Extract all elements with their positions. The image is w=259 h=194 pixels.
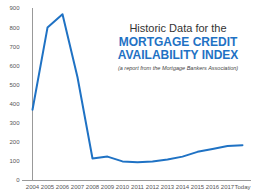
svg-text:400: 400 (9, 101, 20, 107)
html-text:MORTGAGE CREDIT AVAILABILITY I: MORTGAGE CREDIT AVAILABILITY INDEX (117, 35, 239, 62)
svg-text:100: 100 (9, 158, 20, 164)
html-text:Historic Data for the: Historic Data for the (129, 22, 227, 34)
svg-text:800: 800 (9, 25, 20, 31)
svg-text:2012: 2012 (146, 184, 160, 190)
svg-text:2011: 2011 (131, 184, 145, 190)
svg-text:2008: 2008 (86, 184, 100, 190)
svg-text:2015: 2015 (191, 184, 205, 190)
svg-text:700: 700 (9, 44, 20, 50)
svg-text:2005: 2005 (41, 184, 55, 190)
svg-text:600: 600 (9, 63, 20, 69)
svg-text:0: 0 (16, 177, 20, 183)
svg-text:900: 900 (9, 5, 20, 11)
svg-text:2016: 2016 (206, 184, 220, 190)
svg-text:Today: Today (234, 184, 250, 190)
svg-text:2004: 2004 (26, 184, 40, 190)
svg-text:2010: 2010 (116, 184, 130, 190)
svg-text:2009: 2009 (101, 184, 115, 190)
svg-text:2017: 2017 (221, 184, 235, 190)
svg-text:2007: 2007 (71, 184, 85, 190)
svg-text:2013: 2013 (161, 184, 175, 190)
svg-text:500: 500 (9, 82, 20, 88)
svg-text:2014: 2014 (176, 184, 190, 190)
svg-text:300: 300 (9, 120, 20, 126)
html-text:(a report from the Mortgage Ba: (a report from the Mortgage Bankers Asso… (117, 65, 239, 71)
svg-text:200: 200 (9, 139, 20, 145)
svg-text:2006: 2006 (56, 184, 70, 190)
